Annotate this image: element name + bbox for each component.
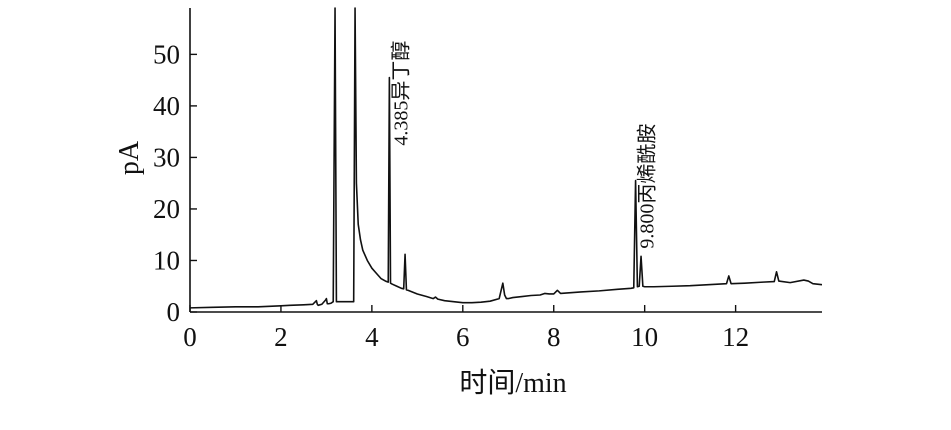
y-tick-label: 0	[167, 297, 181, 327]
x-tick-label: 6	[456, 322, 470, 352]
chromatogram-trace	[190, 7, 822, 309]
x-tick-label: 2	[274, 322, 288, 352]
x-axis-title: 时间/min	[459, 367, 566, 399]
x-tick-label: 0	[183, 322, 197, 352]
y-tick-label: 40	[153, 91, 180, 121]
y-tick-label: 20	[153, 194, 180, 224]
x-tick-label: 10	[631, 322, 658, 352]
y-tick-label: 10	[153, 245, 180, 275]
x-tick-label: 8	[547, 322, 561, 352]
y-axis-title: pA	[114, 140, 145, 175]
y-tick-label: 50	[153, 39, 180, 69]
x-tick-label: 4	[365, 322, 379, 352]
y-tick-label: 30	[153, 142, 180, 172]
x-tick-label: 12	[722, 322, 749, 352]
peak-label: 9.800丙烯酰胺	[636, 124, 659, 249]
peak-label: 4.385异丁醇	[389, 41, 412, 146]
